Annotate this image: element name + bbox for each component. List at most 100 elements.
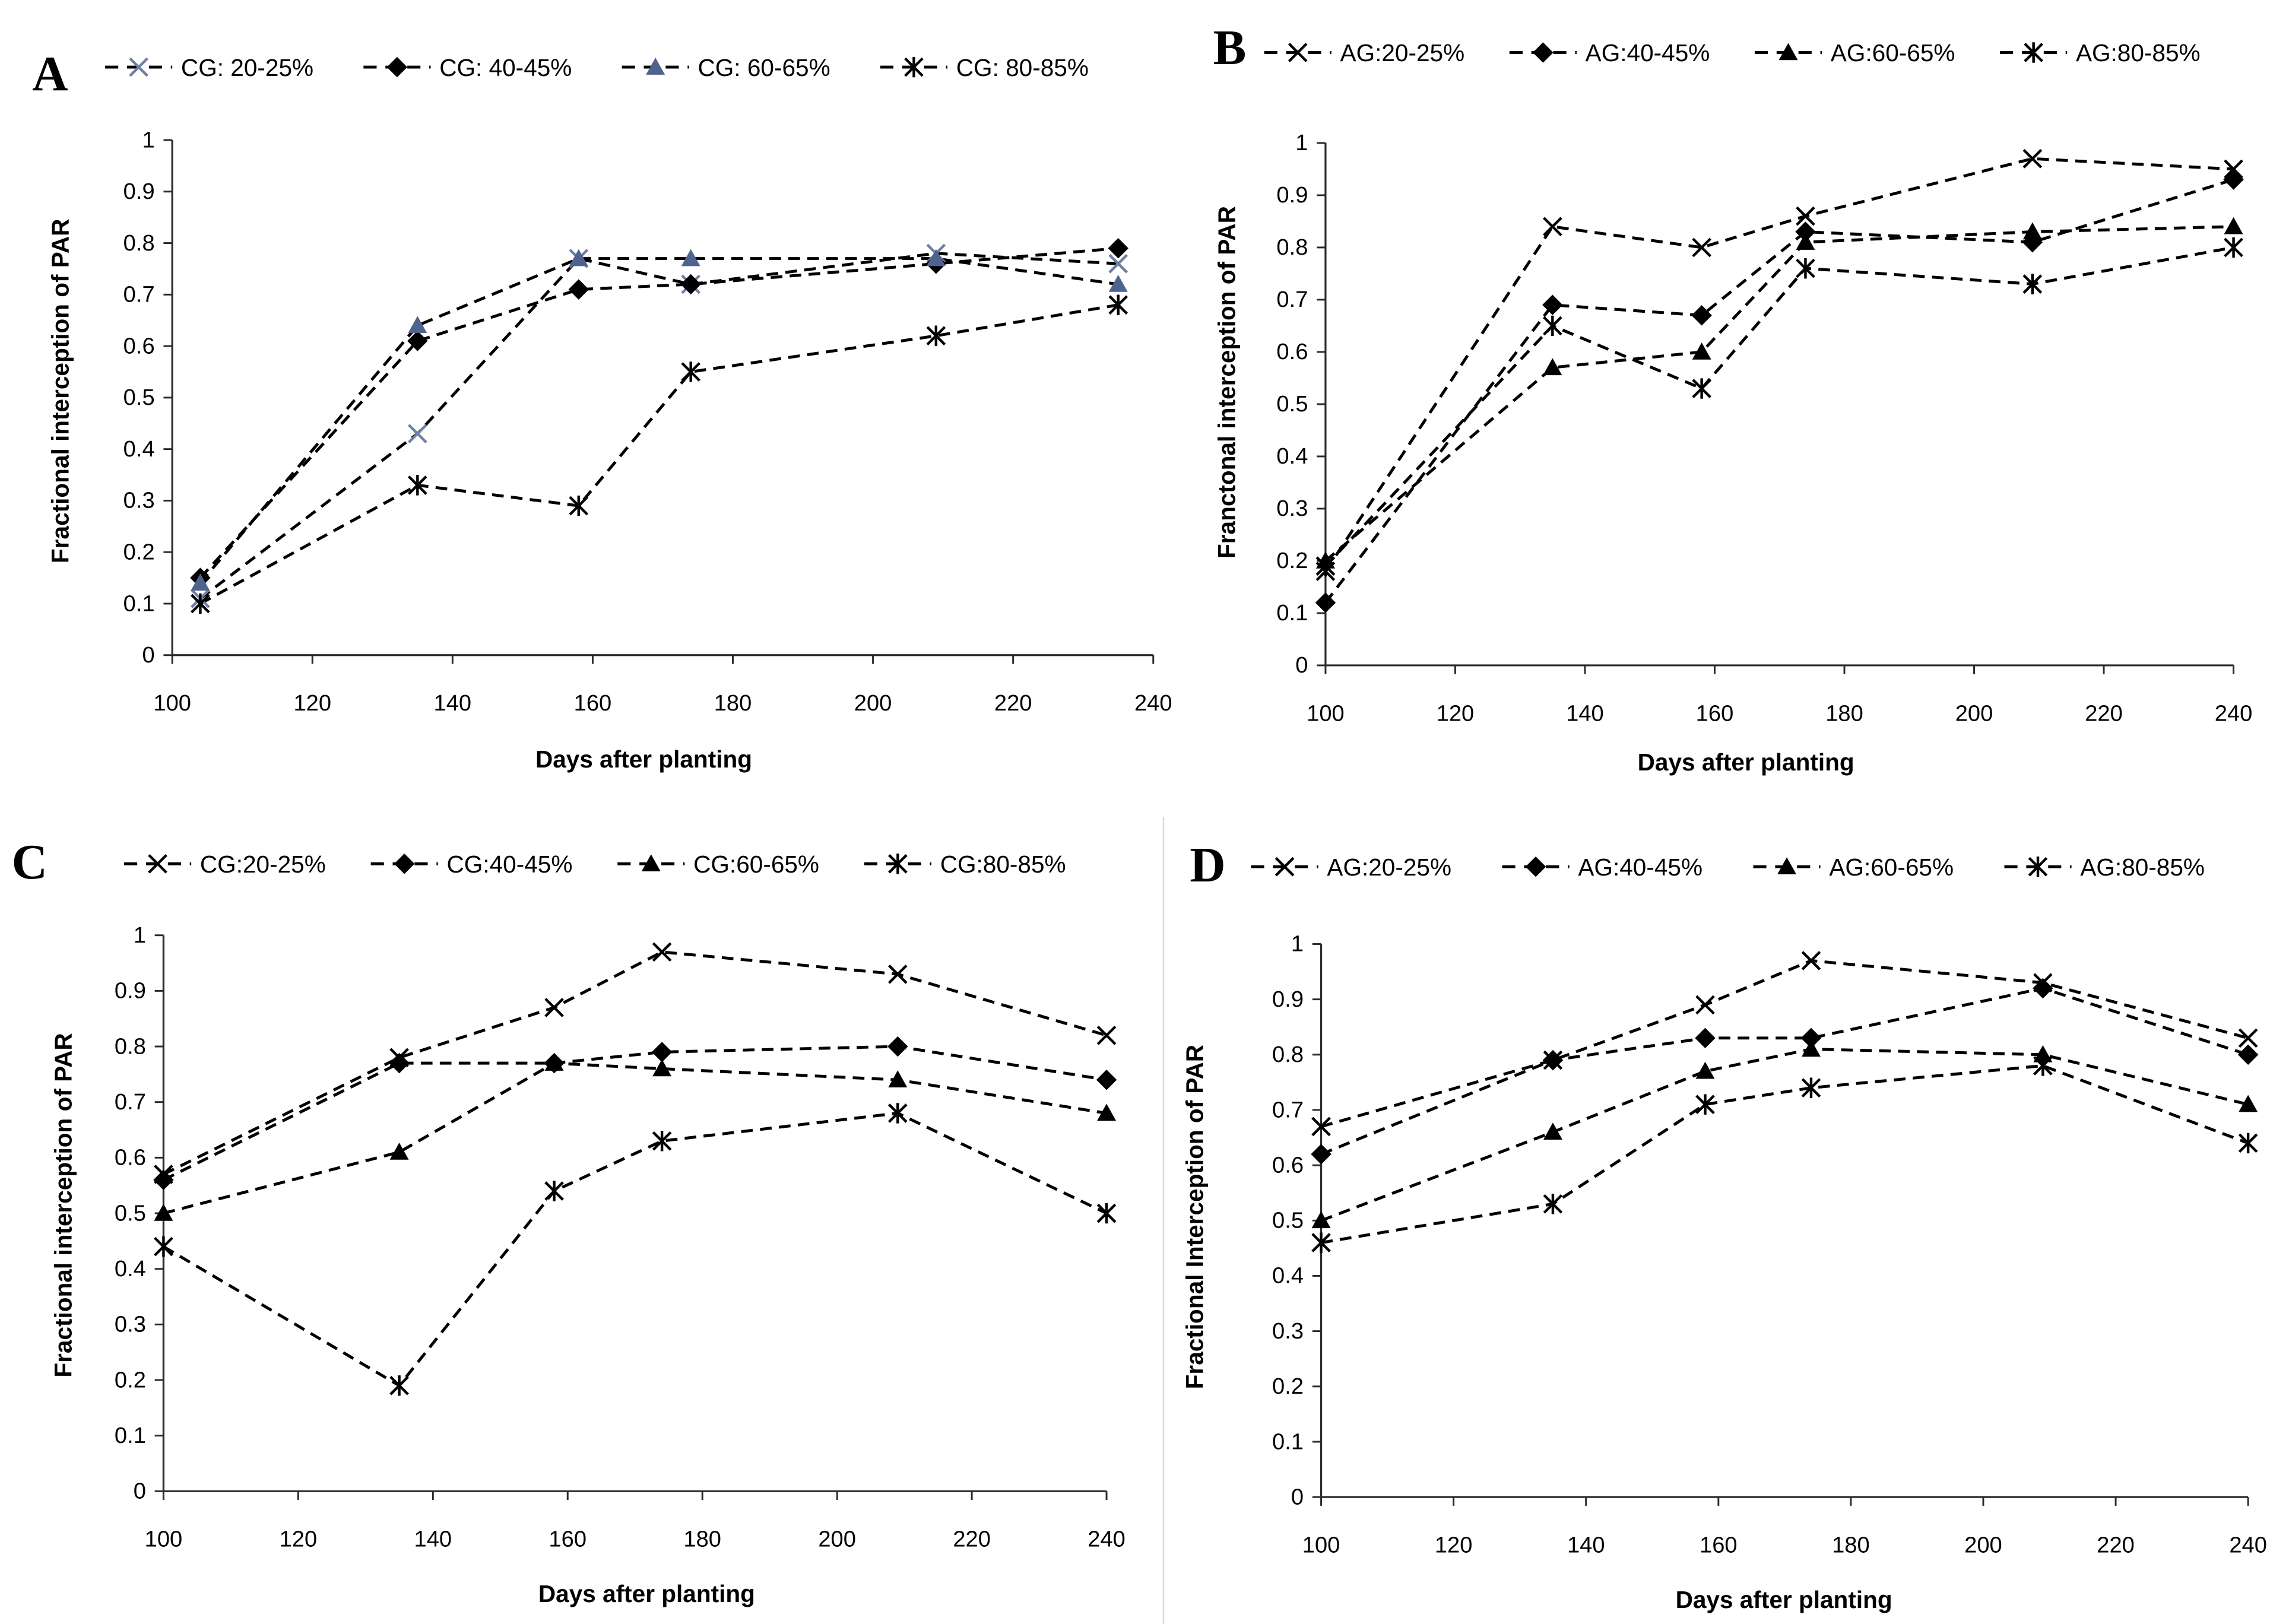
y-tick-label: 1	[1291, 932, 1304, 957]
panel-c: C CG:20-25% CG:40-45% CG:60-65% CG:80-85% 0 0.…	[12, 835, 1126, 1607]
data-point	[1695, 1061, 1715, 1079]
y-tick-label: 0.3	[115, 1312, 146, 1337]
data-point	[1796, 206, 1815, 226]
legend-label: CG: 40-45%	[439, 54, 572, 81]
legend-label: CG:60-65%	[693, 851, 819, 878]
data-point	[1096, 1070, 1117, 1090]
legend-marker	[1778, 43, 1798, 61]
x-tick-label: 240	[1088, 1527, 1126, 1552]
legend-label: AG:60-65%	[1831, 39, 1955, 66]
data-point	[1315, 592, 1336, 613]
data-point	[389, 1143, 409, 1160]
x-tick-label: 180	[714, 691, 752, 716]
x-tick-label: 240	[2229, 1533, 2267, 1558]
y-tick-label: 0	[1291, 1485, 1304, 1509]
data-point	[1311, 1116, 1331, 1137]
y-tick-label: 1	[134, 923, 146, 948]
series-line	[1321, 1064, 2249, 1244]
data-point	[2022, 274, 2043, 294]
legend-marker	[1275, 857, 1295, 877]
x-tick-label: 140	[1567, 1533, 1605, 1558]
legend-label: CG: 60-65%	[698, 54, 830, 81]
y-tick-label: 0.4	[123, 437, 155, 462]
legend-label: CG: 20-25%	[181, 54, 313, 81]
data-point	[681, 361, 701, 382]
y-tick-label: 0.9	[123, 179, 155, 204]
data-point	[651, 1042, 673, 1062]
data-point	[1543, 358, 1562, 376]
x-tick-label: 220	[994, 691, 1032, 716]
data-point	[1543, 1194, 1563, 1214]
x-tick-label: 220	[953, 1527, 991, 1552]
data-point	[389, 1052, 410, 1074]
data-point	[1108, 238, 1128, 259]
panel-a: A CG: 20-25% CG: 40-45% CG: 60-65% CG: 80-85…	[32, 47, 1172, 773]
x-tick-label: 160	[1700, 1533, 1738, 1558]
data-point	[1695, 995, 1715, 1015]
y-tick-label: 0.7	[115, 1090, 146, 1115]
legend-entry: AG:20-25%	[1251, 854, 1451, 881]
y-tick-label: 0.6	[123, 334, 155, 359]
data-point	[569, 249, 588, 267]
legend-entry: CG:20-25%	[124, 851, 326, 878]
x-tick-label: 180	[1832, 1533, 1870, 1558]
data-point	[1692, 378, 1711, 399]
data-point	[652, 942, 672, 962]
data-point	[887, 1103, 908, 1124]
legend-entry: AG:60-65%	[1753, 854, 1954, 881]
y-tick-label: 0.4	[1272, 1264, 1304, 1289]
data-point	[1800, 1027, 1822, 1049]
y-tick-label: 0.5	[1276, 392, 1308, 417]
series-line	[1324, 246, 2234, 567]
data-point	[887, 964, 908, 984]
data-point	[1795, 221, 1816, 242]
y-tick-label: 0.6	[115, 1146, 146, 1171]
legend-entry: AG:60-65%	[1754, 39, 1955, 66]
legend: AG:20-25% AG:40-45% AG:60-65% AG:80-85%	[1264, 39, 2201, 66]
y-tick-label: 0	[134, 1479, 146, 1504]
legend-marker	[1533, 42, 1554, 63]
x-tick-label: 120	[293, 691, 331, 716]
legend-label: AG:80-85%	[2076, 39, 2201, 66]
data-point	[1801, 1039, 1821, 1057]
x-tick-label: 220	[2097, 1533, 2135, 1558]
y-axis-title: Fractional interception of PAR	[47, 219, 74, 563]
y-tick-label: 1	[142, 128, 154, 153]
y-tick-label: 0.8	[123, 231, 155, 256]
panel-label: C	[12, 835, 47, 890]
legend-label: AG:80-85%	[2080, 854, 2205, 881]
series-line	[199, 303, 1119, 605]
data-point	[2022, 222, 2042, 240]
y-tick-label: 0.2	[1276, 548, 1308, 573]
legend-marker	[394, 854, 415, 874]
data-point	[408, 475, 427, 496]
legend-entry: AG:40-45%	[1502, 854, 1703, 881]
data-point	[1543, 315, 1562, 337]
x-tick-label: 180	[1825, 701, 1863, 726]
y-tick-label: 0.9	[1272, 987, 1304, 1012]
y-tick-label: 0.7	[123, 283, 155, 307]
x-tick-label: 100	[1307, 701, 1345, 726]
series-line	[163, 950, 1107, 1176]
y-tick-label: 0.2	[123, 540, 155, 564]
data-point	[1097, 1103, 1117, 1121]
data-point	[154, 1204, 173, 1221]
x-tick-label: 140	[434, 691, 472, 716]
data-point	[2224, 217, 2243, 234]
series-line	[1320, 959, 2249, 1128]
x-tick-label: 240	[1134, 691, 1172, 716]
legend: CG: 20-25% CG: 40-45% CG: 60-65% CG: 80-85%	[105, 54, 1089, 81]
x-tick-label: 140	[414, 1527, 452, 1552]
legend-marker	[148, 854, 167, 874]
data-point	[681, 249, 700, 267]
data-point	[2238, 1133, 2258, 1154]
x-tick-label: 160	[549, 1527, 586, 1552]
x-tick-label: 200	[1964, 1533, 2002, 1558]
data-point	[1801, 1077, 1821, 1098]
legend-label: CG: 80-85%	[956, 54, 1089, 81]
data-point	[2237, 1044, 2259, 1065]
y-tick-label: 0.3	[123, 489, 155, 513]
y-tick-label: 0.4	[1276, 444, 1308, 469]
data-point	[2239, 1095, 2258, 1112]
